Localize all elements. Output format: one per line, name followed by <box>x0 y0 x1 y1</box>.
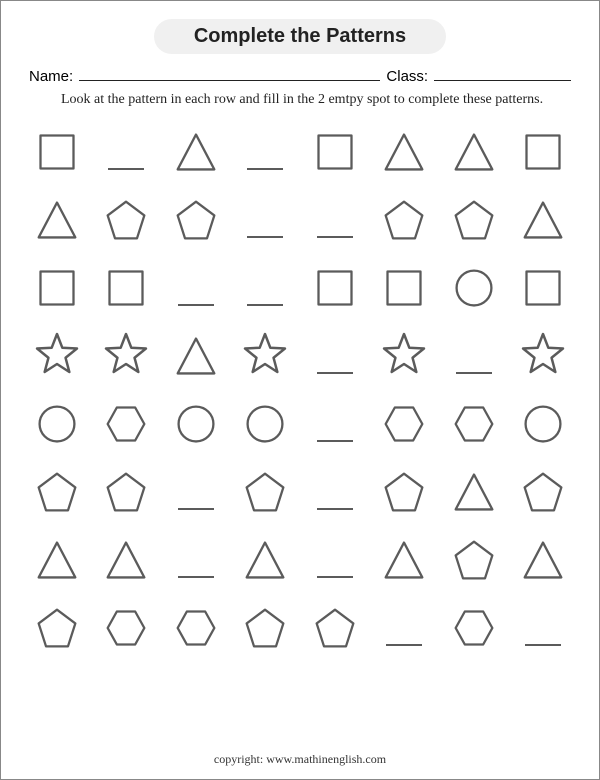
blank-slot[interactable] <box>309 464 361 514</box>
square-icon <box>101 260 153 310</box>
star-icon <box>240 328 292 378</box>
pattern-grid <box>31 124 569 650</box>
pentagon-icon <box>31 464 83 514</box>
hexagon-icon <box>170 600 222 650</box>
pattern-row <box>31 600 569 650</box>
blank-slot[interactable] <box>309 532 361 582</box>
blank-underline <box>317 576 353 578</box>
triangle-icon <box>518 192 570 242</box>
pentagon-icon <box>379 464 431 514</box>
triangle-icon <box>518 532 570 582</box>
triangle-icon <box>101 532 153 582</box>
square-icon <box>31 124 83 174</box>
worksheet-page: Complete the Patterns Name: Class: Look … <box>0 0 600 780</box>
pentagon-icon <box>31 600 83 650</box>
pentagon-icon <box>240 464 292 514</box>
triangle-icon <box>379 532 431 582</box>
class-field-line[interactable] <box>434 66 571 81</box>
blank-underline <box>178 576 214 578</box>
blank-slot[interactable] <box>309 396 361 446</box>
circle-icon <box>518 396 570 446</box>
pentagon-icon <box>379 192 431 242</box>
triangle-icon <box>170 124 222 174</box>
blank-underline <box>456 372 492 374</box>
name-field-line[interactable] <box>79 66 380 81</box>
pentagon-icon <box>448 192 500 242</box>
triangle-icon <box>379 124 431 174</box>
blank-underline <box>247 168 283 170</box>
blank-underline <box>386 644 422 646</box>
triangle-icon <box>31 192 83 242</box>
square-icon <box>379 260 431 310</box>
blank-slot[interactable] <box>101 124 153 174</box>
blank-slot[interactable] <box>518 600 570 650</box>
triangle-icon <box>31 532 83 582</box>
pentagon-icon <box>101 192 153 242</box>
blank-slot[interactable] <box>170 260 222 310</box>
blank-underline <box>108 168 144 170</box>
blank-slot[interactable] <box>448 328 500 378</box>
square-icon <box>518 124 570 174</box>
pattern-row <box>31 396 569 446</box>
hexagon-icon <box>101 396 153 446</box>
triangle-icon <box>170 328 222 378</box>
blank-underline <box>317 236 353 238</box>
blank-underline <box>525 644 561 646</box>
instructions-text: Look at the pattern in each row and fill… <box>61 91 565 110</box>
blank-slot[interactable] <box>309 328 361 378</box>
blank-slot[interactable] <box>240 192 292 242</box>
blank-slot[interactable] <box>240 124 292 174</box>
triangle-icon <box>240 532 292 582</box>
square-icon <box>309 260 361 310</box>
student-info-row: Name: Class: <box>29 66 571 85</box>
blank-underline <box>178 508 214 510</box>
star-icon <box>518 328 570 378</box>
square-icon <box>518 260 570 310</box>
pattern-row <box>31 192 569 242</box>
star-icon <box>31 328 83 378</box>
blank-slot[interactable] <box>379 600 431 650</box>
copyright-footer: copyright: www.mathinenglish.com <box>1 752 599 767</box>
pattern-row <box>31 532 569 582</box>
pentagon-icon <box>240 600 292 650</box>
page-title: Complete the Patterns <box>154 19 446 54</box>
hexagon-icon <box>379 396 431 446</box>
blank-underline <box>317 372 353 374</box>
blank-underline <box>247 304 283 306</box>
pattern-row <box>31 328 569 378</box>
blank-underline <box>247 236 283 238</box>
triangle-icon <box>448 464 500 514</box>
pentagon-icon <box>448 532 500 582</box>
blank-slot[interactable] <box>309 192 361 242</box>
square-icon <box>31 260 83 310</box>
class-label: Class: <box>386 68 428 85</box>
blank-slot[interactable] <box>240 260 292 310</box>
pentagon-icon <box>101 464 153 514</box>
blank-underline <box>317 508 353 510</box>
pattern-row <box>31 464 569 514</box>
star-icon <box>101 328 153 378</box>
blank-slot[interactable] <box>170 532 222 582</box>
star-icon <box>379 328 431 378</box>
circle-icon <box>170 396 222 446</box>
pattern-row <box>31 124 569 174</box>
blank-underline <box>178 304 214 306</box>
blank-underline <box>317 440 353 442</box>
circle-icon <box>448 260 500 310</box>
pentagon-icon <box>170 192 222 242</box>
blank-slot[interactable] <box>170 464 222 514</box>
triangle-icon <box>448 124 500 174</box>
pentagon-icon <box>309 600 361 650</box>
pentagon-icon <box>518 464 570 514</box>
hexagon-icon <box>101 600 153 650</box>
square-icon <box>309 124 361 174</box>
hexagon-icon <box>448 600 500 650</box>
name-label: Name: <box>29 68 73 85</box>
circle-icon <box>240 396 292 446</box>
circle-icon <box>31 396 83 446</box>
pattern-row <box>31 260 569 310</box>
hexagon-icon <box>448 396 500 446</box>
